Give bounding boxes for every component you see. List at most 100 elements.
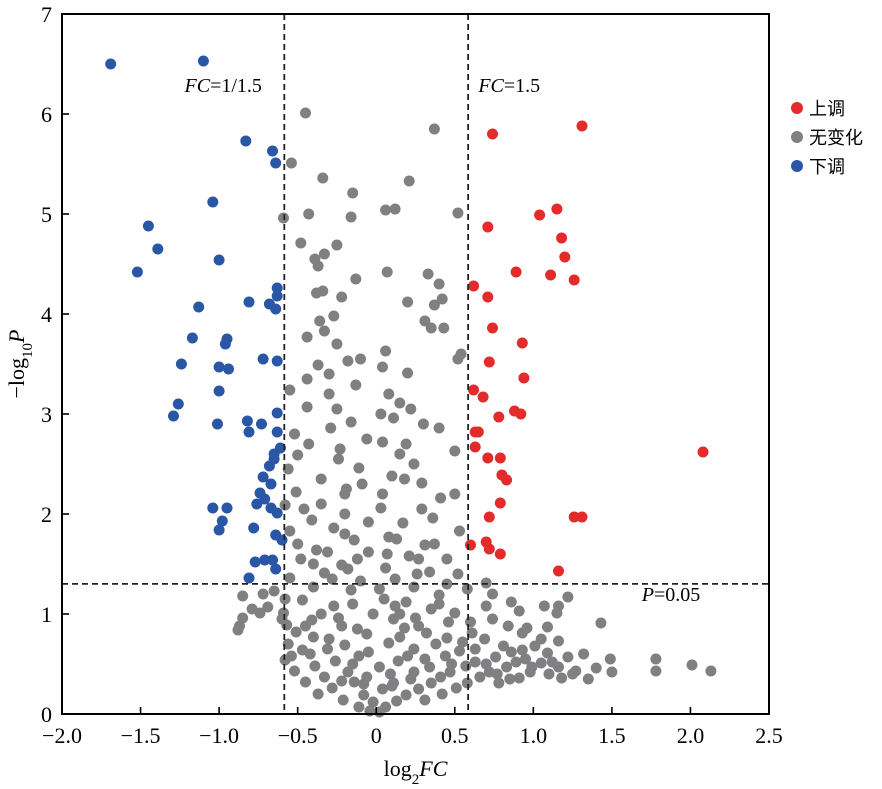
data-point	[389, 600, 401, 612]
data-point	[131, 266, 143, 278]
data-point	[433, 598, 445, 610]
data-point	[249, 556, 261, 568]
data-point	[345, 211, 357, 223]
data-point	[419, 315, 431, 327]
data-point	[232, 624, 244, 636]
data-point	[289, 665, 300, 677]
y-tick-label: 2	[41, 502, 52, 527]
data-point	[295, 553, 307, 565]
data-point	[413, 553, 425, 565]
data-point	[345, 416, 357, 428]
data-point	[504, 673, 516, 685]
data-point	[251, 498, 263, 510]
data-point	[377, 436, 388, 448]
data-point	[328, 310, 340, 322]
data-point	[468, 280, 480, 292]
data-point	[436, 293, 448, 305]
data-point	[480, 600, 492, 612]
data-point	[301, 401, 313, 413]
data-point	[303, 208, 315, 220]
threshold-lines	[62, 14, 769, 714]
data-point	[351, 623, 363, 635]
data-point	[516, 627, 528, 639]
x-tick-label: −0.5	[278, 723, 318, 748]
data-point	[392, 655, 404, 667]
data-point	[483, 356, 495, 368]
data-point	[282, 463, 294, 475]
data-point	[416, 477, 428, 489]
data-point	[454, 525, 465, 537]
data-point	[411, 568, 423, 580]
data-point	[526, 661, 538, 673]
data-point	[443, 616, 454, 628]
data-point	[494, 452, 506, 464]
y-tick-label: 0	[41, 702, 52, 727]
data-point	[487, 613, 498, 625]
data-point	[282, 638, 294, 650]
data-point	[284, 384, 296, 396]
data-point	[449, 488, 461, 500]
data-point	[425, 677, 437, 689]
data-point	[342, 666, 354, 678]
data-point	[494, 548, 506, 560]
data-point	[441, 632, 453, 644]
data-point	[290, 486, 302, 498]
data-point	[312, 359, 324, 371]
data-point	[271, 407, 283, 419]
data-point	[257, 353, 269, 365]
data-point	[493, 677, 505, 689]
data-point	[513, 672, 525, 684]
data-point	[322, 546, 333, 558]
data-point	[498, 640, 509, 652]
data-point	[520, 653, 531, 665]
y-tick-label: 6	[41, 102, 52, 127]
data-point	[168, 410, 179, 422]
data-point	[491, 668, 503, 680]
data-point	[345, 584, 357, 596]
data-point	[482, 291, 494, 303]
data-point	[397, 517, 409, 529]
data-point	[399, 473, 410, 485]
data-point	[339, 508, 351, 520]
data-point	[216, 515, 228, 527]
data-point	[276, 534, 288, 546]
data-point	[576, 511, 588, 523]
data-point	[375, 408, 387, 420]
data-point	[546, 656, 558, 668]
data-point	[686, 659, 698, 671]
data-point	[348, 534, 360, 546]
data-point	[213, 524, 225, 536]
data-point	[237, 590, 249, 602]
data-point	[356, 478, 368, 490]
data-point	[487, 588, 498, 600]
data-point	[460, 660, 472, 672]
data-point	[606, 666, 618, 678]
data-point	[380, 204, 392, 216]
data-point	[312, 688, 324, 700]
data-point	[152, 243, 164, 255]
data-point	[433, 589, 445, 601]
data-point	[378, 593, 390, 605]
data-point	[450, 682, 462, 694]
data-point	[306, 514, 318, 526]
data-point	[590, 662, 602, 674]
data-point	[284, 525, 296, 537]
data-point	[301, 373, 313, 385]
x-tick-label: 1.5	[598, 723, 626, 748]
legend-marker	[791, 102, 803, 114]
data-point	[516, 337, 528, 349]
data-point	[358, 689, 370, 701]
data-point	[197, 55, 209, 67]
data-point	[257, 588, 269, 600]
data-point	[223, 363, 234, 375]
data-point	[389, 203, 401, 215]
data-point	[389, 573, 401, 585]
data-point	[578, 648, 590, 660]
data-point	[333, 453, 344, 465]
data-point	[419, 539, 431, 551]
data-point	[347, 658, 359, 670]
data-point	[331, 403, 343, 415]
data-point	[482, 221, 494, 233]
data-point	[419, 694, 431, 706]
